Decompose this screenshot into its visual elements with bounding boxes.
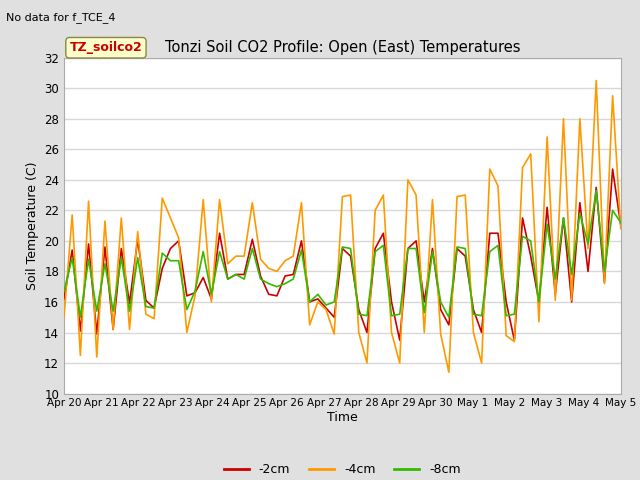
Y-axis label: Soil Temperature (C): Soil Temperature (C) [26,161,38,290]
Text: No data for f_TCE_4: No data for f_TCE_4 [6,12,116,23]
Legend: -2cm, -4cm, -8cm: -2cm, -4cm, -8cm [219,458,466,480]
X-axis label: Time: Time [327,411,358,424]
Title: Tonzi Soil CO2 Profile: Open (East) Temperatures: Tonzi Soil CO2 Profile: Open (East) Temp… [164,40,520,55]
Text: TZ_soilco2: TZ_soilco2 [70,41,142,54]
